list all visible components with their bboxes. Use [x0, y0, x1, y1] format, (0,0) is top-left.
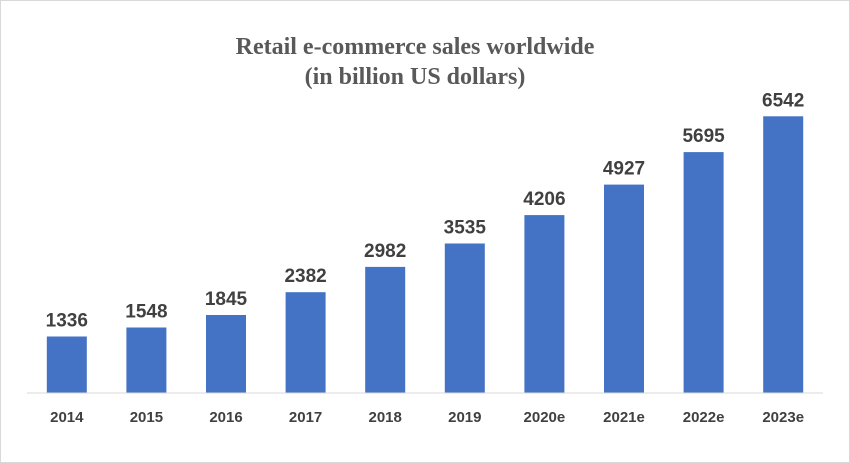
- data-label-2022e: 5695: [682, 126, 725, 147]
- data-label-2015: 1548: [125, 302, 167, 323]
- x-tick-label-2020e: 2020e: [524, 409, 566, 426]
- x-tick-label-2015: 2015: [130, 409, 163, 426]
- x-tick-label-2019: 2019: [448, 409, 481, 426]
- data-label-2023e: 6542: [762, 90, 804, 111]
- data-label-2020e: 4206: [523, 189, 565, 210]
- bar-2016: [206, 315, 246, 393]
- bar-2017: [285, 292, 326, 393]
- bar-2020e: [524, 215, 565, 393]
- x-tick-label-2018: 2018: [369, 409, 402, 426]
- data-label-2018: 2982: [364, 241, 406, 262]
- chart-subtitle: (in billion US dollars): [304, 64, 526, 90]
- data-label-2017: 2382: [284, 266, 326, 287]
- bars-layer: 1336 2014 1548 2015 1845 2016 2382 2017 2982 2018…: [46, 90, 805, 426]
- bar-2023e: [763, 116, 804, 394]
- data-label-2019: 3535: [444, 218, 487, 239]
- data-label-2014: 1336: [46, 311, 88, 332]
- x-tick-label-2014: 2014: [50, 409, 84, 426]
- bar-2021e: [604, 184, 644, 393]
- chart-title: Retail e-commerce sales worldwide: [235, 34, 595, 60]
- bar-2019: [444, 243, 485, 393]
- x-tick-label-2016: 2016: [209, 409, 242, 426]
- data-label-2021e: 4927: [603, 159, 645, 180]
- x-tick-label-2021e: 2021e: [603, 409, 645, 426]
- bar-2022e: [683, 152, 724, 393]
- x-tick-label-2023e: 2023e: [762, 409, 804, 426]
- x-tick-label-2022e: 2022e: [683, 409, 725, 426]
- bar-2018: [365, 266, 406, 393]
- x-tick-label-2017: 2017: [289, 409, 322, 426]
- bar-2014: [46, 336, 87, 393]
- bar-2015: [126, 327, 167, 393]
- chart-title-block: Retail e-commerce sales worldwide (in bi…: [1, 32, 829, 92]
- data-label-2016: 1845: [205, 289, 248, 310]
